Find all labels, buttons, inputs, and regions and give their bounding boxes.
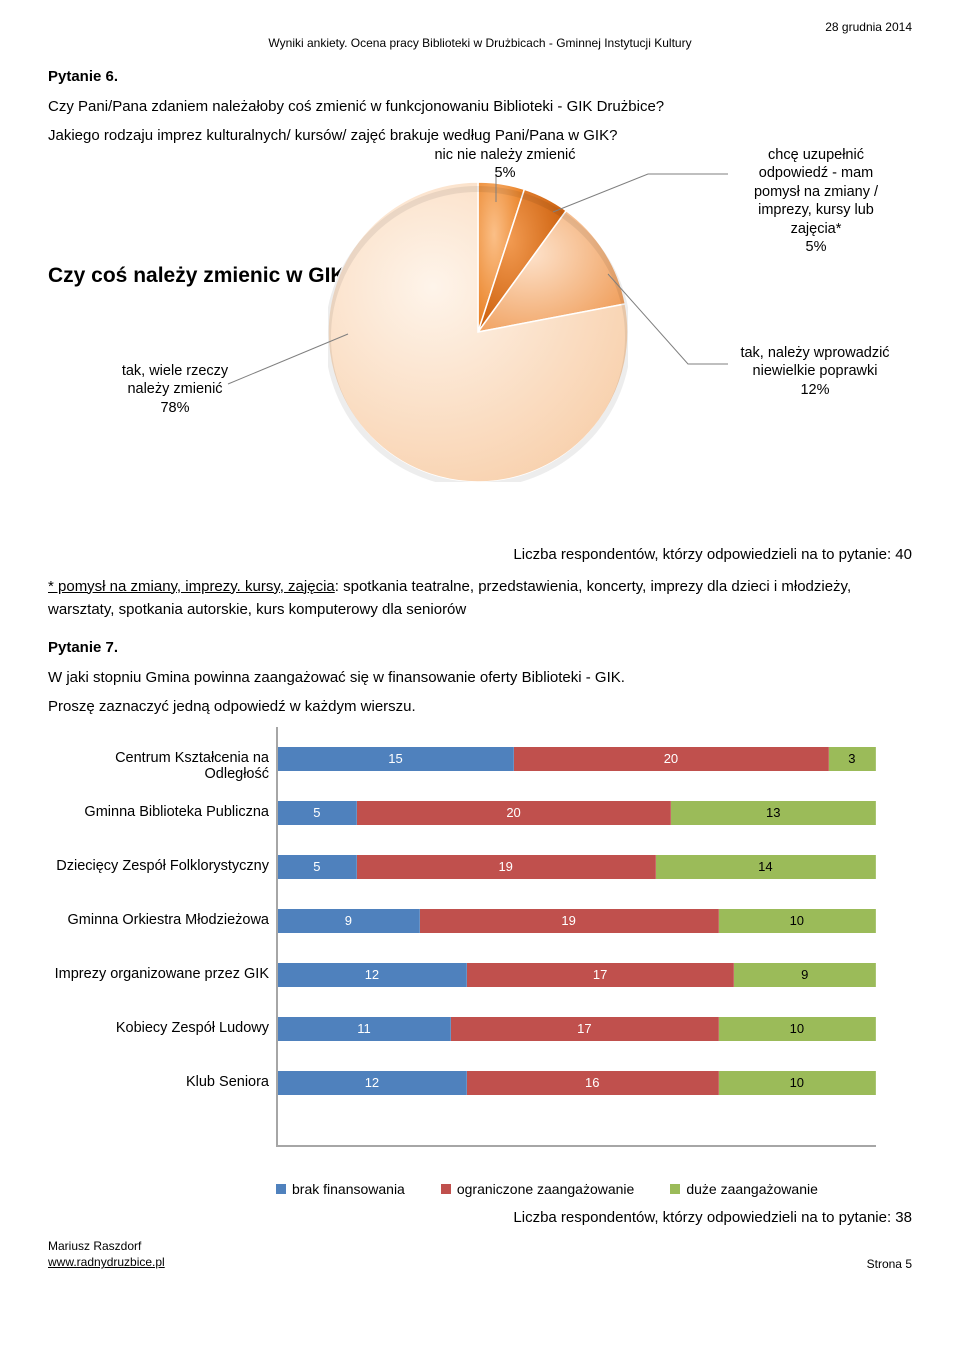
legend-label: brak finansowania xyxy=(292,1181,405,1197)
footer-url[interactable]: www.radnydruzbice.pl xyxy=(48,1255,165,1269)
header-date: 28 grudnia 2014 xyxy=(825,20,912,34)
pie-chart-svg xyxy=(328,182,628,482)
bar-segment: 11 xyxy=(278,1017,451,1041)
legend-item: ograniczone zaangażowanie xyxy=(441,1181,634,1197)
legend-swatch xyxy=(670,1184,680,1194)
bar-chart-plot: 1520352013519149191012179111710121610 xyxy=(276,727,876,1147)
bar-row: 111710 xyxy=(278,1017,876,1041)
bar-category-label: Centrum Kształcenia na Odległość xyxy=(54,750,269,782)
bar-segment: 15 xyxy=(278,747,514,771)
bar-segment: 5 xyxy=(278,855,357,879)
bar-category-label: Imprezy organizowane przez GIK xyxy=(54,966,269,982)
bar-segment: 19 xyxy=(357,855,656,879)
respondents-count-1: Liczba respondentów, którzy odpowiedziel… xyxy=(48,546,912,563)
question-6-heading: Pytanie 6. xyxy=(48,68,912,85)
legend-label: duże zaangażowanie xyxy=(686,1181,818,1197)
footnote-underlined: * pomysł na zmiany, imprezy. kursy, zaję… xyxy=(48,578,335,595)
bar-segment: 17 xyxy=(467,963,735,987)
pie-label-supplement: chcę uzupełnić odpowiedź - mam pomysł na… xyxy=(736,146,896,257)
pie-slices xyxy=(328,182,628,482)
bar-segment: 20 xyxy=(357,801,672,825)
legend-item: duże zaangażowanie xyxy=(670,1181,818,1197)
page-footer: Mariusz Raszdorf www.radnydruzbice.pl St… xyxy=(48,1238,912,1272)
bar-segment: 19 xyxy=(420,909,719,933)
bar-segment: 9 xyxy=(734,963,876,987)
document-page: 28 grudnia 2014 Wyniki ankiety. Ocena pr… xyxy=(0,0,960,1281)
bar-segment: 10 xyxy=(719,1017,876,1041)
pie-label-small-fixes: tak, należy wprowadzić niewielkie popraw… xyxy=(730,344,900,400)
bar-segment: 13 xyxy=(671,801,876,825)
legend-item: brak finansowania xyxy=(276,1181,405,1197)
bar-segment: 12 xyxy=(278,963,467,987)
footer-left: Mariusz Raszdorf www.radnydruzbice.pl xyxy=(48,1238,165,1272)
question-7-heading: Pytanie 7. xyxy=(48,639,912,656)
bar-category-label: Kobiecy Zespół Ludowy xyxy=(54,1020,269,1036)
header-subtitle: Wyniki ankiety. Ocena pracy Biblioteki w… xyxy=(48,36,912,50)
bar-row: 51914 xyxy=(278,855,876,879)
question-6-line2: Jakiego rodzaju imprez kulturalnych/ kur… xyxy=(48,124,912,147)
footer-author: Mariusz Raszdorf xyxy=(48,1239,141,1253)
bar-row: 52013 xyxy=(278,801,876,825)
question-7-line1: W jaki stopniu Gmina powinna zaangażować… xyxy=(48,666,912,689)
bar-category-label: Gminna Biblioteka Publiczna xyxy=(54,804,269,820)
bar-segment: 5 xyxy=(278,801,357,825)
bar-segment: 20 xyxy=(514,747,829,771)
question-7-line2: Proszę zaznaczyć jedną odpowiedź w każdy… xyxy=(48,695,912,718)
legend-swatch xyxy=(276,1184,286,1194)
bar-segment: 12 xyxy=(278,1071,467,1095)
pie-label-many-changes: tak, wiele rzeczy należy zmienić 78% xyxy=(100,362,250,418)
bar-chart-legend: brak finansowania ograniczone zaangażowan… xyxy=(276,1181,818,1197)
bar-segment: 16 xyxy=(467,1071,719,1095)
page-header-row: 28 grudnia 2014 xyxy=(48,20,912,34)
bar-row: 91910 xyxy=(278,909,876,933)
legend-swatch xyxy=(441,1184,451,1194)
footnote: * pomysł na zmiany, imprezy. kursy, zaję… xyxy=(48,575,912,622)
pie-chart-container: Czy coś należy zmienic w GIK? xyxy=(48,154,912,534)
bar-row: 15203 xyxy=(278,747,876,771)
pie-chart-title: Czy coś należy zmienic w GIK? xyxy=(48,264,358,288)
bar-segment: 10 xyxy=(719,909,876,933)
bar-segment: 9 xyxy=(278,909,420,933)
respondents-count-2: Liczba respondentów, którzy odpowiedziel… xyxy=(48,1209,912,1226)
bar-row: 12179 xyxy=(278,963,876,987)
footer-page: Strona 5 xyxy=(867,1257,912,1271)
legend-label: ograniczone zaangażowanie xyxy=(457,1181,634,1197)
bar-category-label: Dziecięcy Zespół Folklorystyczny xyxy=(54,858,269,874)
bar-category-label: Gminna Orkiestra Młodzieżowa xyxy=(54,912,269,928)
bar-segment: 17 xyxy=(451,1017,719,1041)
bar-row: 121610 xyxy=(278,1071,876,1095)
bar-segment: 3 xyxy=(829,747,876,771)
bar-segment: 10 xyxy=(719,1071,876,1095)
bar-category-label: Klub Seniora xyxy=(54,1074,269,1090)
pie-label-no-change: nic nie należy zmienić 5% xyxy=(430,146,580,183)
question-6-line1: Czy Pani/Pana zdaniem należałoby coś zmi… xyxy=(48,95,912,118)
bar-segment: 14 xyxy=(656,855,876,879)
bar-chart-container: 1520352013519149191012179111710121610 br… xyxy=(48,727,912,1197)
